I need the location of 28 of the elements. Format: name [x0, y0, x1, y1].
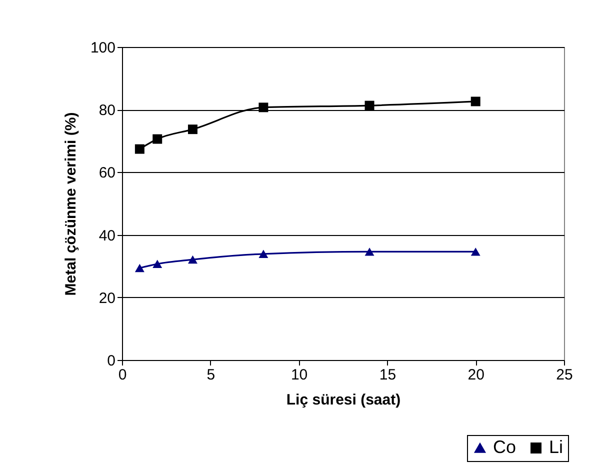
legend-label: Li [549, 437, 564, 457]
y-tick-label: 60 [98, 164, 116, 182]
point [152, 134, 162, 144]
y-tick-label: 100 [90, 40, 116, 56]
point [470, 96, 480, 106]
point [134, 144, 144, 154]
x-axis-title: Liç süresi (saat) [286, 392, 401, 408]
legend-label: Co [493, 437, 516, 457]
x-tick-label: 10 [290, 366, 308, 384]
x-tick-label: 5 [206, 366, 216, 384]
point [364, 248, 374, 256]
x-tick-label: 0 [118, 366, 127, 384]
y-axis-title: Metal çözünme verimi (%) [62, 112, 80, 296]
x-tick-label: 20 [468, 366, 484, 384]
x-tick-label: 15 [379, 366, 396, 384]
y-tick-label: 40 [98, 227, 116, 244]
point [134, 264, 144, 272]
point [188, 255, 198, 264]
point [258, 102, 268, 112]
point [152, 260, 162, 268]
point [188, 124, 198, 134]
y-tick-label: 80 [98, 102, 116, 120]
y-tick-label: 0 [107, 352, 116, 370]
point [470, 248, 480, 256]
y-tick-label: 20 [98, 290, 116, 307]
point [364, 100, 374, 110]
point [258, 250, 268, 258]
x-tick-label: 25 [556, 366, 573, 384]
